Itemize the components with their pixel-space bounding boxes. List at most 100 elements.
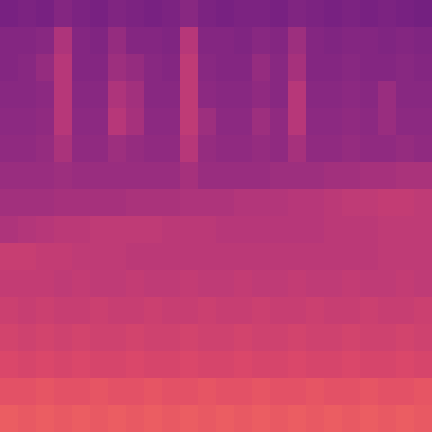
cell xyxy=(324,162,342,189)
cell xyxy=(198,27,216,54)
cell xyxy=(342,189,360,216)
cell xyxy=(378,27,396,54)
cell xyxy=(72,216,90,243)
cell xyxy=(270,0,288,27)
cell xyxy=(180,162,198,189)
cell xyxy=(126,297,144,324)
cell xyxy=(108,270,126,297)
cell xyxy=(360,270,378,297)
cell xyxy=(126,81,144,108)
cell xyxy=(90,405,108,432)
cell xyxy=(0,54,18,81)
cell xyxy=(342,351,360,378)
cell xyxy=(270,189,288,216)
cell xyxy=(360,81,378,108)
cell xyxy=(36,135,54,162)
cell xyxy=(108,81,126,108)
cell xyxy=(54,162,72,189)
cell xyxy=(0,135,18,162)
cell xyxy=(54,216,72,243)
cell xyxy=(360,351,378,378)
cell xyxy=(72,378,90,405)
cell xyxy=(36,189,54,216)
cell xyxy=(72,297,90,324)
cell xyxy=(144,297,162,324)
cell xyxy=(252,297,270,324)
cell xyxy=(216,27,234,54)
cell xyxy=(90,324,108,351)
cell xyxy=(252,270,270,297)
cell xyxy=(18,162,36,189)
cell xyxy=(126,243,144,270)
cell xyxy=(342,108,360,135)
cell xyxy=(144,0,162,27)
cell xyxy=(270,216,288,243)
cell xyxy=(144,108,162,135)
cell xyxy=(414,0,432,27)
cell xyxy=(342,405,360,432)
cell xyxy=(378,270,396,297)
cell xyxy=(396,270,414,297)
cell xyxy=(0,189,18,216)
cell xyxy=(36,27,54,54)
cell xyxy=(414,324,432,351)
cell xyxy=(162,162,180,189)
cell xyxy=(252,162,270,189)
cell xyxy=(252,54,270,81)
cell xyxy=(108,297,126,324)
cell xyxy=(288,189,306,216)
cell xyxy=(306,81,324,108)
cell xyxy=(108,162,126,189)
cell xyxy=(0,162,18,189)
cell xyxy=(414,405,432,432)
cell xyxy=(216,405,234,432)
cell xyxy=(306,162,324,189)
cell xyxy=(180,81,198,108)
cell xyxy=(414,351,432,378)
cell xyxy=(288,0,306,27)
cell xyxy=(360,216,378,243)
cell xyxy=(342,216,360,243)
cell xyxy=(180,297,198,324)
cell xyxy=(162,189,180,216)
cell xyxy=(216,270,234,297)
cell xyxy=(126,216,144,243)
cell xyxy=(288,378,306,405)
cell xyxy=(360,297,378,324)
cell xyxy=(36,162,54,189)
cell xyxy=(108,0,126,27)
cell xyxy=(324,108,342,135)
cell xyxy=(54,378,72,405)
cell xyxy=(18,108,36,135)
cell xyxy=(162,54,180,81)
cell xyxy=(234,216,252,243)
cell xyxy=(72,324,90,351)
cell xyxy=(72,243,90,270)
cell xyxy=(90,351,108,378)
cell xyxy=(126,162,144,189)
cell xyxy=(234,0,252,27)
cell xyxy=(396,189,414,216)
cell xyxy=(252,216,270,243)
cell xyxy=(36,243,54,270)
cell xyxy=(324,378,342,405)
cell xyxy=(144,405,162,432)
cell xyxy=(378,378,396,405)
cell xyxy=(396,405,414,432)
cell xyxy=(288,270,306,297)
cell xyxy=(90,54,108,81)
cell xyxy=(414,54,432,81)
cell xyxy=(306,243,324,270)
cell xyxy=(252,27,270,54)
cell xyxy=(360,135,378,162)
cell xyxy=(126,270,144,297)
cell xyxy=(108,378,126,405)
cell xyxy=(18,297,36,324)
cell xyxy=(270,54,288,81)
cell xyxy=(252,135,270,162)
cell xyxy=(396,162,414,189)
cell xyxy=(18,378,36,405)
cell xyxy=(216,162,234,189)
cell xyxy=(180,351,198,378)
cell xyxy=(90,243,108,270)
